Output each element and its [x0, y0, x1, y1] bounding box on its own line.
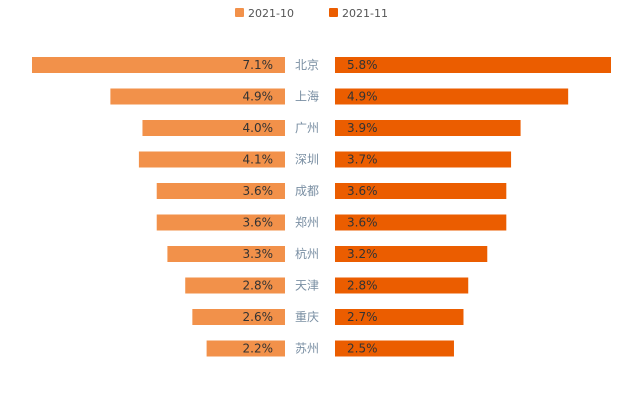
category-label-5: 郑州	[295, 215, 319, 230]
value-label-2021-10-9: 2.2%	[243, 342, 274, 356]
value-label-2021-10-4: 3.6%	[243, 184, 274, 198]
legend-swatch-2021-10[interactable]	[235, 8, 244, 17]
value-label-2021-10-3: 4.1%	[243, 153, 274, 167]
bar-2021-11-5[interactable]	[335, 214, 507, 231]
bar-2021-10-0[interactable]	[32, 57, 285, 73]
value-label-2021-10-7: 2.8%	[243, 279, 274, 293]
bar-2021-11-3[interactable]	[335, 151, 512, 168]
bar-2021-11-9[interactable]	[335, 340, 454, 357]
legend-label-2021-11[interactable]: 2021-11	[342, 7, 388, 20]
value-label-2021-11-2: 3.9%	[347, 121, 378, 135]
bar-2021-11-1[interactable]	[335, 88, 569, 105]
value-label-2021-11-4: 3.6%	[347, 184, 378, 198]
bar-2021-11-4[interactable]	[335, 183, 507, 199]
bar-2021-11-0[interactable]	[335, 57, 611, 73]
bar-2021-11-8[interactable]	[335, 309, 464, 325]
bar-2021-11-6[interactable]	[335, 246, 488, 262]
legend-label-2021-10[interactable]: 2021-10	[248, 7, 294, 20]
category-label-0: 北京	[295, 58, 319, 72]
bar-2021-11-2[interactable]	[335, 120, 521, 136]
category-label-7: 天津	[295, 279, 319, 293]
value-label-2021-10-1: 4.9%	[243, 90, 274, 104]
labels-layer: 7.1% 5.8% 北京 4.9% 4.9% 上海 4.0% 3.9% 广州 4.1% 3.7% 深圳…	[243, 58, 378, 356]
value-label-2021-11-1: 4.9%	[347, 90, 378, 104]
value-label-2021-11-9: 2.5%	[347, 342, 378, 356]
bar-2021-10-6[interactable]	[167, 246, 285, 262]
bar-2021-10-8[interactable]	[192, 309, 285, 325]
value-label-2021-11-7: 2.8%	[347, 279, 378, 293]
value-label-2021-11-6: 3.2%	[347, 247, 378, 261]
category-label-4: 成都	[295, 184, 319, 198]
bar-2021-10-9[interactable]	[206, 340, 285, 357]
category-label-8: 重庆	[295, 310, 319, 324]
bar-2021-10-5[interactable]	[156, 214, 285, 231]
legend-swatch-2021-11[interactable]	[329, 8, 338, 17]
value-label-2021-11-8: 2.7%	[347, 310, 378, 324]
category-label-2: 广州	[295, 121, 319, 135]
value-label-2021-11-5: 3.6%	[347, 216, 378, 230]
category-label-1: 上海	[295, 89, 319, 104]
value-label-2021-10-8: 2.6%	[243, 310, 274, 324]
bar-2021-10-4[interactable]	[156, 183, 285, 199]
value-label-2021-10-0: 7.1%	[243, 58, 274, 72]
value-label-2021-10-5: 3.6%	[243, 216, 274, 230]
bar-2021-10-3[interactable]	[138, 151, 285, 168]
category-label-9: 苏州	[295, 342, 319, 356]
value-label-2021-10-6: 3.3%	[243, 247, 274, 261]
bar-2021-10-1[interactable]	[110, 88, 285, 105]
category-label-3: 深圳	[295, 153, 319, 167]
legend: 2021-10 2021-11	[235, 7, 388, 20]
value-label-2021-11-0: 5.8%	[347, 58, 378, 72]
value-label-2021-11-3: 3.7%	[347, 153, 378, 167]
value-label-2021-10-2: 4.0%	[243, 121, 274, 135]
bar-2021-10-2[interactable]	[142, 120, 285, 136]
bar-2021-11-7[interactable]	[335, 277, 469, 294]
category-label-6: 杭州	[295, 246, 319, 261]
bars-layer	[32, 57, 611, 357]
bar-2021-10-7[interactable]	[185, 277, 285, 294]
